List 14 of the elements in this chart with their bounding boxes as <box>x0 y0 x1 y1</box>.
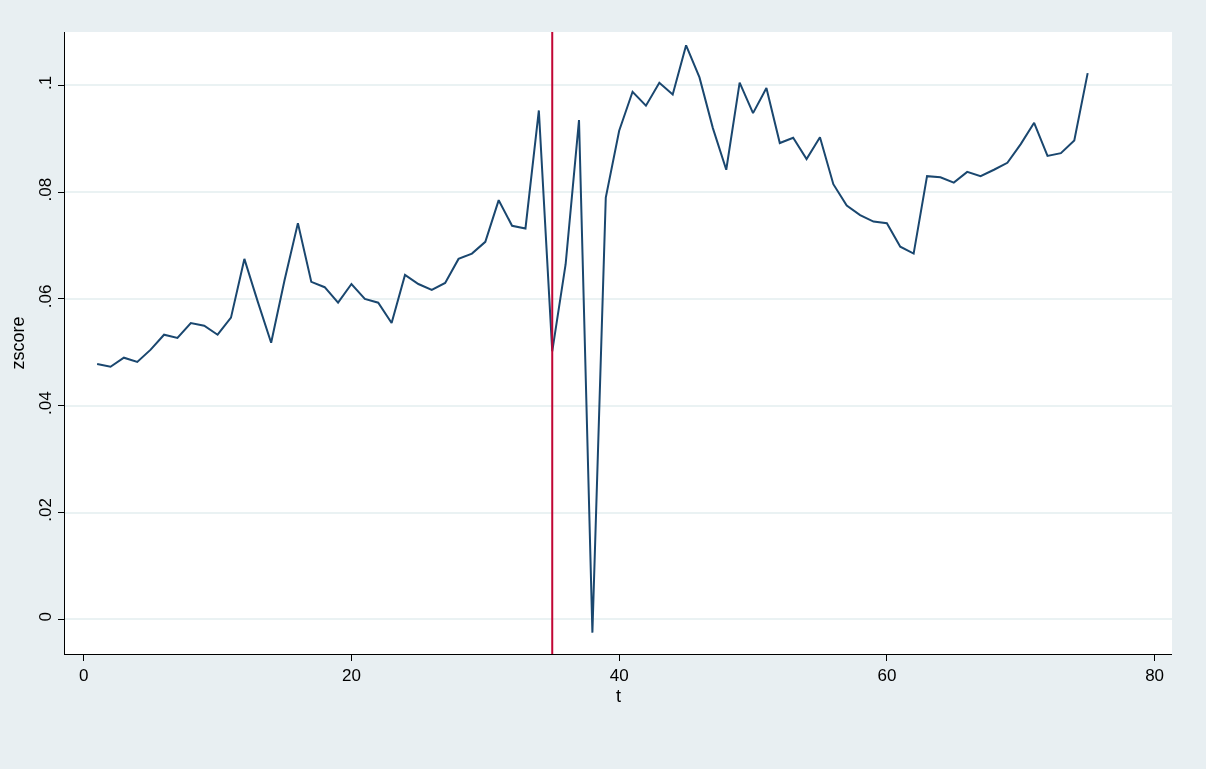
y-tick-label: .04 <box>36 391 56 415</box>
x-tick-label: 40 <box>609 666 629 686</box>
x-tick-label: 60 <box>877 666 897 686</box>
x-tick-label: 20 <box>341 666 361 686</box>
y-tick-label: .08 <box>36 177 56 202</box>
y-tick-label: .06 <box>36 284 56 309</box>
x-tick-label: 0 <box>79 666 89 686</box>
x-tick-label: 80 <box>1145 666 1165 686</box>
y-tick-label: .1 <box>36 75 56 90</box>
x-axis-title: t <box>615 685 622 706</box>
y-axis-title: zscore <box>8 316 29 370</box>
line-series <box>96 44 1089 634</box>
y-tick-label: 0 <box>36 612 56 622</box>
y-tick-label: .02 <box>36 498 56 522</box>
